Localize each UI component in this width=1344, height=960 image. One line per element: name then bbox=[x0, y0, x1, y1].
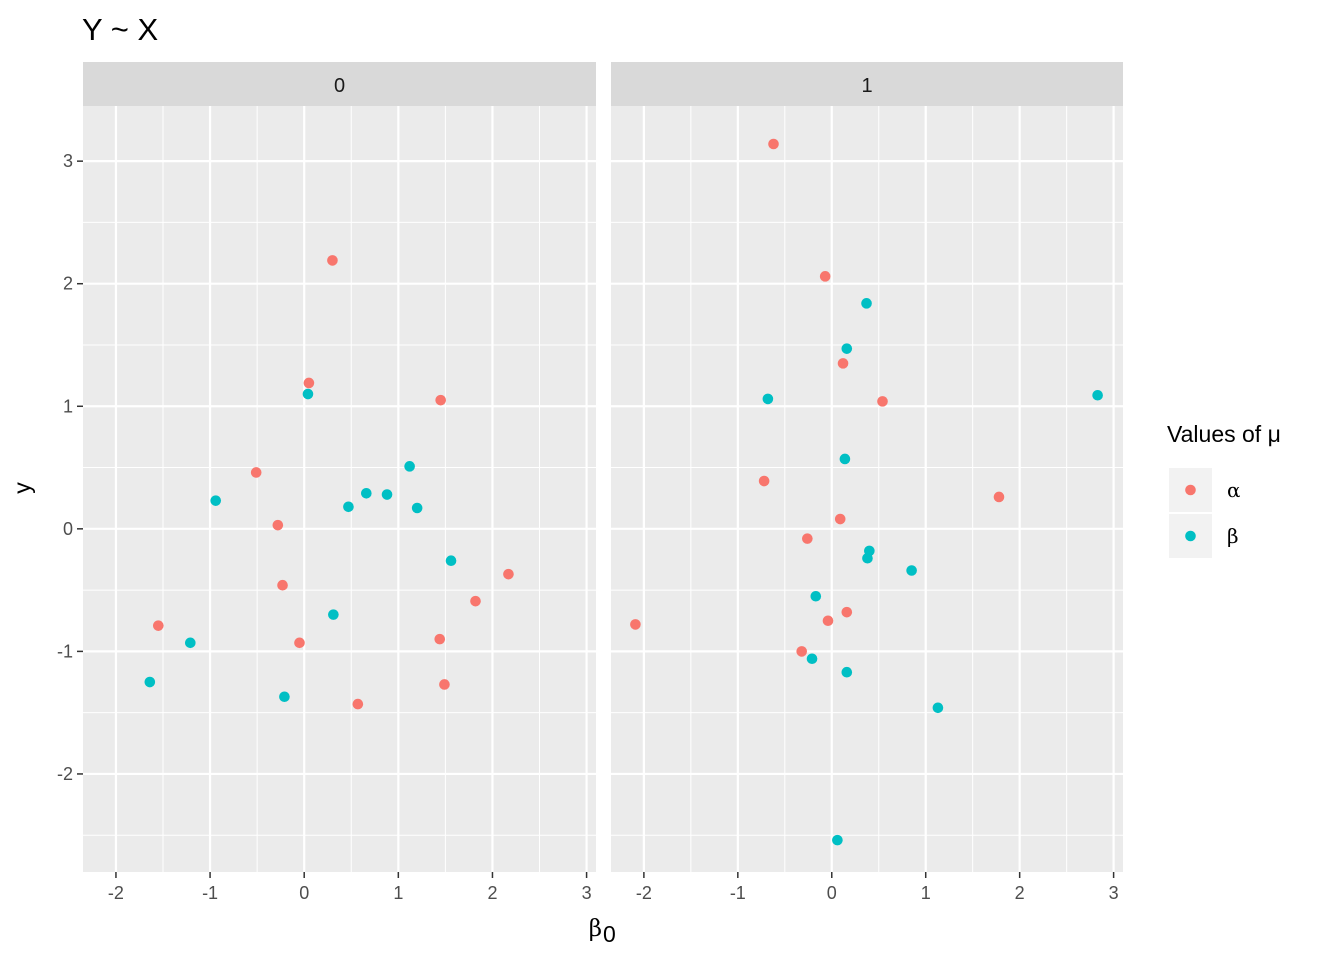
x-tick-label: 3 bbox=[582, 883, 592, 903]
data-point-beta bbox=[343, 501, 354, 513]
data-point-alpha bbox=[153, 620, 164, 631]
x-axis-title-symbol: β bbox=[589, 916, 602, 942]
data-point-alpha bbox=[327, 255, 338, 266]
data-point-alpha bbox=[802, 533, 813, 544]
data-point-alpha bbox=[435, 394, 446, 406]
y-tick-label: 0 bbox=[63, 519, 73, 539]
data-point-alpha bbox=[993, 491, 1005, 503]
chart-title: Y ~ X bbox=[82, 12, 158, 47]
data-point-beta bbox=[445, 555, 457, 566]
data-point-beta bbox=[906, 565, 917, 576]
data-point-beta bbox=[411, 502, 423, 514]
data-point-beta bbox=[832, 834, 843, 846]
x-tick-label: 0 bbox=[827, 883, 837, 903]
legend-key-label: α bbox=[1227, 478, 1241, 502]
plot-background bbox=[611, 106, 1123, 872]
data-point-alpha bbox=[819, 271, 831, 282]
data-point-alpha bbox=[294, 637, 305, 649]
x-axis-title: β 0 bbox=[589, 916, 616, 947]
y-tick-label: -2 bbox=[57, 764, 73, 784]
y-tick-label: 1 bbox=[63, 396, 73, 416]
strip-label: 1 bbox=[861, 75, 872, 97]
y-tick-label: 2 bbox=[63, 274, 73, 294]
legend-keys: αβ bbox=[1169, 468, 1241, 558]
panel-0: 0 -2 -1 0 1 2 3 3 2 1 0 -1 -2 bbox=[57, 62, 596, 903]
data-point-alpha bbox=[822, 615, 834, 627]
legend-title: Values of μ bbox=[1167, 421, 1281, 447]
data-point-alpha bbox=[630, 619, 641, 630]
data-point-alpha bbox=[439, 679, 450, 690]
data-point-beta bbox=[839, 453, 851, 465]
data-point-alpha bbox=[272, 519, 284, 531]
strip-background bbox=[83, 62, 596, 106]
x-tick-label: 2 bbox=[487, 883, 497, 903]
x-tick-label: 2 bbox=[1015, 883, 1025, 903]
x-tick-label: -1 bbox=[202, 883, 218, 903]
x-axis-title-subscript: 0 bbox=[603, 921, 616, 947]
y-axis-title: y bbox=[9, 482, 35, 494]
data-point-beta bbox=[361, 487, 372, 499]
x-tick-label: -2 bbox=[108, 883, 124, 903]
data-point-alpha bbox=[250, 467, 262, 478]
data-point-beta bbox=[862, 552, 873, 564]
legend-key-label: β bbox=[1227, 524, 1239, 548]
data-point-beta bbox=[328, 609, 339, 620]
x-tick-label: 0 bbox=[299, 883, 309, 903]
strip-label: 0 bbox=[334, 75, 345, 97]
data-point-beta bbox=[144, 676, 156, 688]
data-point-beta bbox=[762, 393, 774, 405]
data-point-alpha bbox=[768, 138, 779, 150]
x-tick-label: 1 bbox=[393, 883, 403, 903]
data-point-beta bbox=[185, 637, 196, 649]
data-point-beta bbox=[810, 590, 822, 602]
data-point-beta bbox=[404, 461, 415, 472]
x-tick-label: -1 bbox=[730, 883, 746, 903]
data-point-beta bbox=[806, 653, 818, 665]
data-point-alpha bbox=[434, 633, 446, 645]
data-point-beta bbox=[210, 495, 222, 506]
data-point-beta bbox=[302, 388, 314, 400]
data-point-beta bbox=[1092, 389, 1103, 401]
data-point-beta bbox=[841, 666, 853, 678]
data-point-alpha bbox=[303, 377, 315, 389]
panels: 0 -2 -1 0 1 2 3 3 2 1 0 -1 -2 1 -2 -1 0 1 2 3 bbox=[57, 62, 1123, 903]
data-point-alpha bbox=[834, 513, 846, 525]
data-point-alpha bbox=[277, 579, 288, 591]
data-point-alpha bbox=[758, 475, 770, 487]
data-point-beta bbox=[861, 298, 872, 309]
x-tick-label: 3 bbox=[1109, 883, 1119, 903]
strip-background bbox=[611, 62, 1123, 106]
plot-background bbox=[83, 106, 596, 872]
y-tick-label: 3 bbox=[63, 151, 73, 171]
legend: Values of μ αβ bbox=[1167, 421, 1281, 558]
data-point-beta bbox=[932, 702, 944, 714]
x-tick-label: -2 bbox=[636, 883, 652, 903]
y-tick-label: -1 bbox=[57, 641, 73, 661]
data-point-alpha bbox=[352, 698, 364, 710]
data-point-alpha bbox=[470, 595, 481, 607]
legend-key-swatch bbox=[1185, 484, 1196, 496]
data-point-beta bbox=[279, 691, 290, 703]
data-point-alpha bbox=[503, 568, 514, 580]
legend-key-swatch bbox=[1185, 530, 1196, 542]
data-point-alpha bbox=[877, 396, 888, 407]
data-point-alpha bbox=[837, 358, 849, 369]
panel-1: 1 -2 -1 0 1 2 3 bbox=[611, 62, 1123, 903]
data-point-beta bbox=[841, 343, 853, 354]
data-point-beta bbox=[381, 489, 393, 500]
data-point-alpha bbox=[841, 606, 853, 618]
x-tick-label: 1 bbox=[921, 883, 931, 903]
data-point-alpha bbox=[796, 646, 808, 657]
